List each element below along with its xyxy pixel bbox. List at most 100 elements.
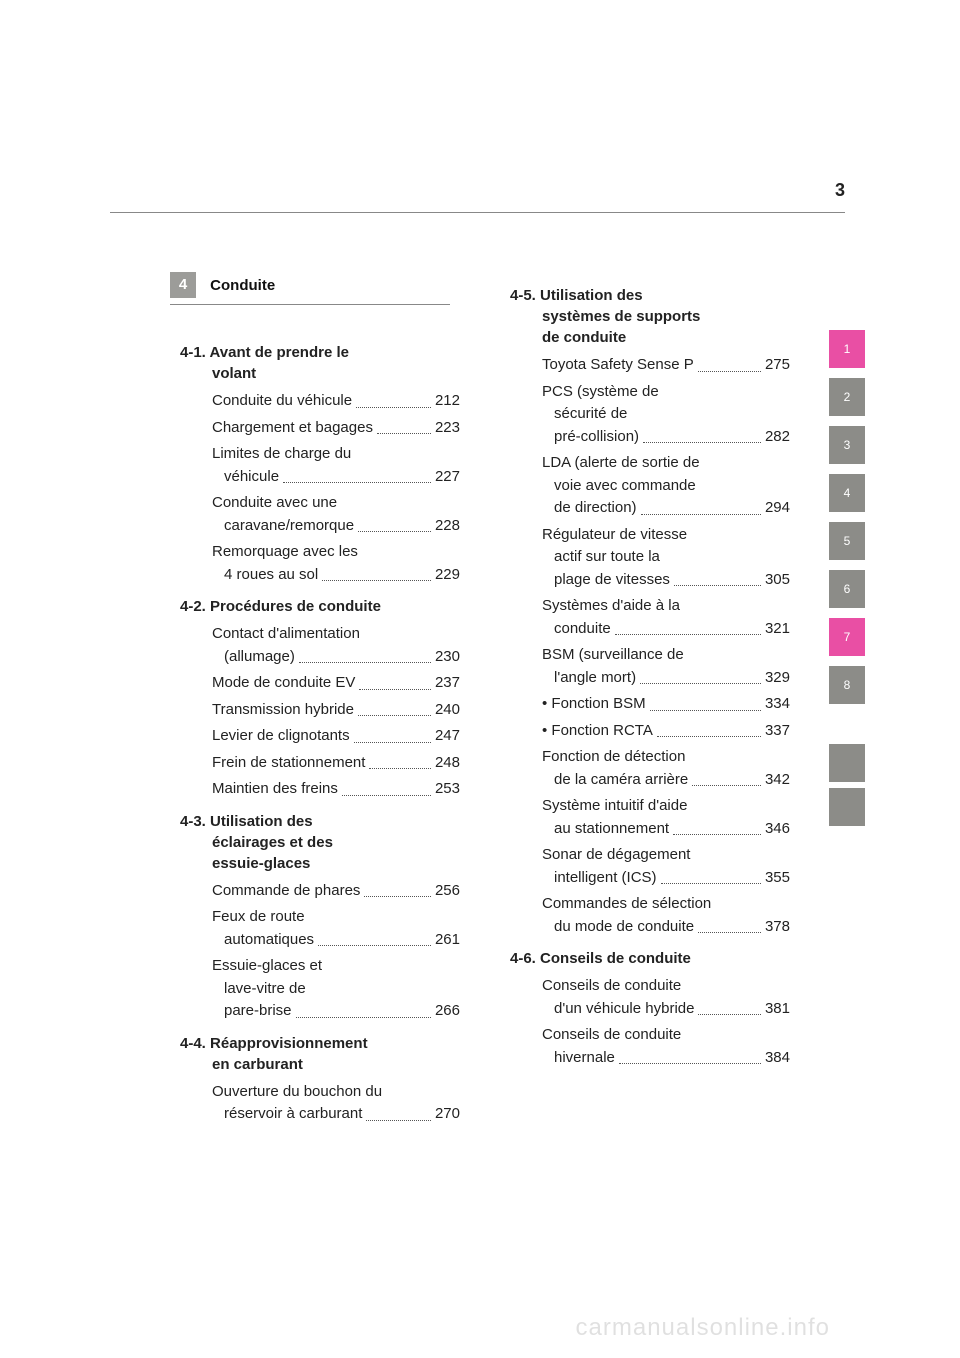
section-title-text: Avant de prendre le xyxy=(209,344,348,361)
toc-entry: Commande de phares256 xyxy=(180,880,460,903)
toc-entry: BSM (surveillance del'angle mort)329 xyxy=(510,644,790,689)
toc-entry-page: 270 xyxy=(435,1103,460,1126)
toc-entry-line: au stationnement346 xyxy=(510,818,790,841)
toc-entry: Toyota Safety Sense P275 xyxy=(510,354,790,377)
toc-leader-dots xyxy=(615,634,761,635)
toc-entry: Maintien des freins253 xyxy=(180,778,460,801)
toc-entry-label: Levier de clignotants xyxy=(212,725,350,748)
toc-entry-label: Limites de charge du xyxy=(212,443,351,466)
toc-entry-label: automatiques xyxy=(224,929,314,952)
toc-entry-label: caravane/remorque xyxy=(224,515,354,538)
chapter-tab-1[interactable]: 1 xyxy=(829,330,865,368)
toc-leader-dots xyxy=(692,785,761,786)
toc-entry-line: de direction)294 xyxy=(510,497,790,520)
toc-entry-label: Conduite du véhicule xyxy=(212,390,352,413)
section-number: 4-2. xyxy=(180,598,206,615)
chapter-tab-8[interactable]: 8 xyxy=(829,666,865,704)
chapter-tab-blank[interactable] xyxy=(829,744,865,782)
chapter-title: Conduite xyxy=(210,277,275,294)
toc-entry-page: 337 xyxy=(765,720,790,743)
toc-entry-line: Ouverture du bouchon du xyxy=(180,1081,460,1104)
chapter-tab-2[interactable]: 2 xyxy=(829,378,865,416)
toc-entry-line: du mode de conduite378 xyxy=(510,916,790,939)
toc-leader-dots xyxy=(643,442,761,443)
toc-entry-line: de la caméra arrière342 xyxy=(510,769,790,792)
toc-entry-page: 334 xyxy=(765,693,790,716)
toc-leader-dots xyxy=(674,585,761,586)
toc-leader-dots xyxy=(366,1120,431,1121)
chapter-tab-3[interactable]: 3 xyxy=(829,426,865,464)
chapter-tab-7[interactable]: 7 xyxy=(829,618,865,656)
toc-entry-line: (allumage)230 xyxy=(180,646,460,669)
toc-entry-label: plage de vitesses xyxy=(554,569,670,592)
toc-entry-page: 329 xyxy=(765,667,790,690)
toc-entry-line: Système intuitif d'aide xyxy=(510,795,790,818)
toc-entry-page: 229 xyxy=(435,564,460,587)
toc-entry-page: 247 xyxy=(435,725,460,748)
watermark-text: carmanualsonline.info xyxy=(576,1314,830,1342)
toc-entry-label: PCS (système de xyxy=(542,381,659,404)
toc-entry: • Fonction RCTA337 xyxy=(510,720,790,743)
toc-entry-line: caravane/remorque 228 xyxy=(180,515,460,538)
toc-entry-label: Maintien des freins xyxy=(212,778,338,801)
chapter-tab-5[interactable]: 5 xyxy=(829,522,865,560)
toc-leader-dots xyxy=(673,834,761,835)
toc-leader-dots xyxy=(698,932,761,933)
toc-entry-page: 230 xyxy=(435,646,460,669)
toc-entry-line: • Fonction RCTA337 xyxy=(510,720,790,743)
toc-entry-label: Conduite avec une xyxy=(212,492,337,515)
toc-entry-line: pré-collision)282 xyxy=(510,426,790,449)
toc-entry-line: Conseils de conduite xyxy=(510,1024,790,1047)
toc-entry: Régulateur de vitesseactif sur toute lap… xyxy=(510,524,790,592)
toc-entry: Commandes de sélectiondu mode de conduit… xyxy=(510,893,790,938)
toc-leader-dots xyxy=(359,689,431,690)
toc-leader-dots xyxy=(657,736,761,737)
toc-column-right: 4-5. Utilisation dessystèmes de supports… xyxy=(510,275,790,1073)
toc-entry-line: LDA (alerte de sortie de xyxy=(510,452,790,475)
toc-entry: LDA (alerte de sortie devoie avec comman… xyxy=(510,452,790,520)
toc-entry-label: d'un véhicule hybride xyxy=(554,998,694,1021)
toc-entry-page: 240 xyxy=(435,699,460,722)
section-title: 4-3. Utilisation deséclairages et desess… xyxy=(180,811,460,874)
toc-entry-label: Régulateur de vitesse xyxy=(542,524,687,547)
toc-entry: Feux de routeautomatiques261 xyxy=(180,906,460,951)
toc-entry: Conduite avec unecaravane/remorque 228 xyxy=(180,492,460,537)
toc-leader-dots xyxy=(698,1014,761,1015)
chapter-tab-4[interactable]: 4 xyxy=(829,474,865,512)
toc-entry-line: Mode de conduite EV237 xyxy=(180,672,460,695)
toc-entry-line: Maintien des freins253 xyxy=(180,778,460,801)
toc-entry-page: 256 xyxy=(435,880,460,903)
toc-entry-page: 275 xyxy=(765,354,790,377)
toc-entry: PCS (système desécurité depré-collision)… xyxy=(510,381,790,449)
toc-entry-line: Chargement et bagages223 xyxy=(180,417,460,440)
chapter-tab-blank[interactable] xyxy=(829,788,865,826)
toc-entry-label: Commandes de sélection xyxy=(542,893,711,916)
toc-entry: Remorquage avec les4 roues au sol229 xyxy=(180,541,460,586)
toc-entry-page: 228 xyxy=(435,515,460,538)
toc-entry-line: plage de vitesses 305 xyxy=(510,569,790,592)
toc-entry: Conseils de conduitehivernale384 xyxy=(510,1024,790,1069)
toc-entry-label: Feux de route xyxy=(212,906,305,929)
page-number: 3 xyxy=(835,180,845,201)
toc-entry: Contact d'alimentation(allumage)230 xyxy=(180,623,460,668)
toc-entry-page: 355 xyxy=(765,867,790,890)
toc-entry-page: 223 xyxy=(435,417,460,440)
toc-leader-dots xyxy=(650,710,761,711)
toc-entry-line: lave-vitre de xyxy=(180,978,460,1001)
toc-entry-label: de la caméra arrière xyxy=(554,769,688,792)
toc-entry-label: Fonction de détection xyxy=(542,746,685,769)
toc-leader-dots xyxy=(369,768,431,769)
toc-entry-page: 346 xyxy=(765,818,790,841)
chapter-tab-6[interactable]: 6 xyxy=(829,570,865,608)
toc-entry-label: 4 roues au sol xyxy=(224,564,318,587)
section-title: 4-5. Utilisation dessystèmes de supports… xyxy=(510,285,790,348)
toc-entry-line: Feux de route xyxy=(180,906,460,929)
toc-leader-dots xyxy=(661,883,761,884)
toc-entry-line: Régulateur de vitesse xyxy=(510,524,790,547)
toc-entry-page: 212 xyxy=(435,390,460,413)
toc-entry-page: 305 xyxy=(765,569,790,592)
section-title-text: éclairages et des xyxy=(180,832,460,853)
toc-entry-label: de direction) xyxy=(554,497,637,520)
toc-leader-dots xyxy=(296,1017,431,1018)
section-title-text: de conduite xyxy=(510,327,790,348)
